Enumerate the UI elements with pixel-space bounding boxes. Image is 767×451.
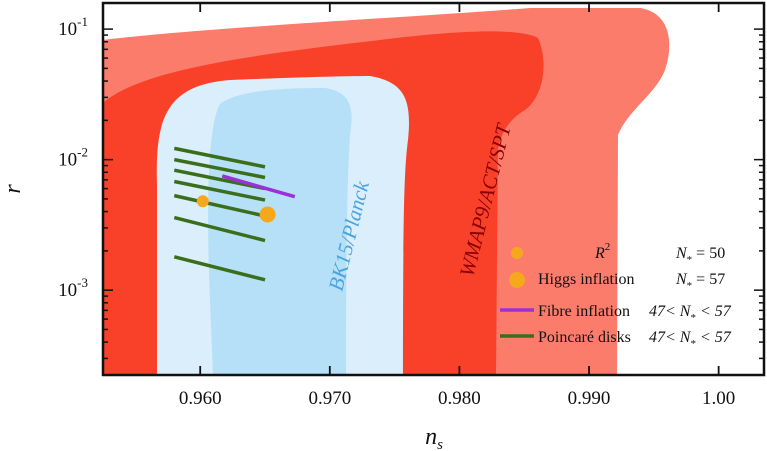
x-tick-label: 1.00: [702, 388, 735, 409]
legend-condition-poincare: 47< N* < 57: [649, 329, 732, 350]
x-axis-label-subscript: s: [437, 437, 443, 451]
y-axis-ticks: 10-1 10-2 10-3: [58, 14, 764, 360]
x-axis-ticks: 0.960 0.970 0.980 0.990 1.00: [179, 3, 735, 409]
poincare-disk-line: [173, 193, 266, 218]
poincare-disk-line: [173, 215, 266, 243]
y-axis-label: r: [0, 184, 26, 194]
series-layer: [173, 146, 296, 282]
y-tick-label: 10-2: [58, 145, 88, 171]
r2-point: [196, 195, 209, 208]
x-tick-label: 0.980: [438, 388, 481, 409]
legend-marker-higgs: [509, 272, 525, 288]
legend: R2 N* = 50 Higgs inflation N* = 57 Fibre…: [500, 241, 732, 350]
x-tick-label: 0.970: [308, 388, 351, 409]
fibre-inflation-line: [221, 174, 296, 199]
x-axis-label: ns: [425, 424, 443, 451]
legend-label-fibre: Fibre inflation: [538, 303, 630, 320]
legend-label-r2: R2: [594, 241, 610, 262]
y-tick-label: 10-3: [58, 275, 88, 301]
poincare-disk-line: [173, 255, 266, 282]
legend-marker-r2: [511, 247, 523, 259]
x-tick-label: 0.990: [568, 388, 611, 409]
x-tick-label: 0.960: [179, 388, 222, 409]
legend-condition-r2: N* = 50: [675, 245, 725, 266]
legend-condition-higgs: N* = 57: [675, 271, 725, 292]
y-tick-label: 10-1: [58, 14, 88, 40]
bk-1sigma-region: [208, 88, 352, 375]
poincare-disk-line: [173, 179, 266, 202]
legend-label-poincare: Poincaré disks: [538, 329, 631, 346]
poincare-disk-line: [173, 146, 266, 169]
poincare-disk-line: [173, 157, 266, 180]
legend-condition-fibre: 47< N* < 57: [649, 303, 732, 324]
plot-area: WMAP9/ACT/SPT BK15/Planck: [103, 3, 764, 375]
higgs-inflation-point: [259, 206, 276, 223]
legend-label-higgs: Higgs inflation: [538, 271, 634, 288]
